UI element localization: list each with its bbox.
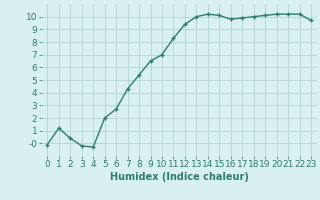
X-axis label: Humidex (Indice chaleur): Humidex (Indice chaleur) — [110, 172, 249, 182]
